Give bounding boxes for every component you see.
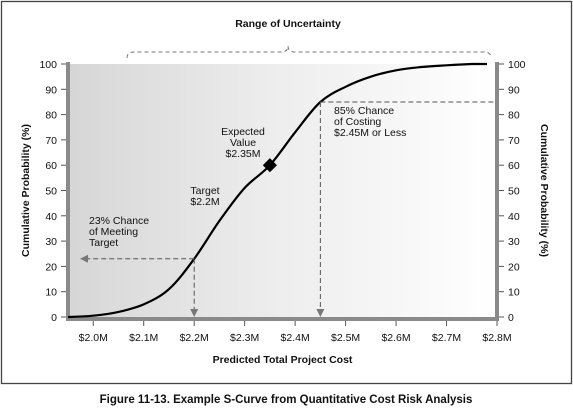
y-tick-label-left: 40 xyxy=(45,211,57,223)
range-brace xyxy=(126,45,492,59)
y-axis-title-right: Cumulative Probability (%) xyxy=(538,124,550,257)
y-tick-label-left: 70 xyxy=(45,135,57,147)
y-tick-label-left: 60 xyxy=(45,160,57,172)
y-tick-label-right: 0 xyxy=(508,312,514,324)
y-tick-label-right: 90 xyxy=(508,84,520,96)
chance-costing-label: 85% Chance xyxy=(334,105,394,117)
y-tick-label-right: 20 xyxy=(508,261,520,273)
y-axis-title-left: Cumulative Probability (%) xyxy=(20,124,32,257)
y-tick-label-left: 10 xyxy=(45,287,57,299)
y-tick-label-right: 40 xyxy=(508,211,520,223)
x-tick-label: $2.0M xyxy=(79,332,108,344)
y-tick-label-right: 60 xyxy=(508,160,520,172)
y-tick-label-left: 80 xyxy=(45,110,57,122)
y-tick-label-left: 30 xyxy=(45,236,57,248)
chance-costing-label: $2.45M or Less xyxy=(334,127,406,139)
x-tick-label: $2.1M xyxy=(129,332,158,344)
chance-meeting-label: 23% Chance xyxy=(89,215,149,227)
expected-value-label: $2.35M xyxy=(225,148,260,160)
expected-value-marker xyxy=(262,158,277,173)
y-tick-label-left: 100 xyxy=(39,59,57,71)
y-tick-label-right: 30 xyxy=(508,236,520,248)
y-tick-label-right: 50 xyxy=(508,186,520,198)
x-tick-label: $2.6M xyxy=(381,332,410,344)
y-tick-label-left: 90 xyxy=(45,84,57,96)
y-tick-label-right: 100 xyxy=(508,59,526,71)
arrow-head-down xyxy=(316,309,325,317)
chance-costing-label: of Costing xyxy=(334,116,381,128)
x-tick-label: $2.8M xyxy=(482,332,511,344)
y-tick-label-right: 80 xyxy=(508,110,520,122)
y-tick-label-right: 70 xyxy=(508,135,520,147)
x-tick-label: $2.2M xyxy=(180,332,209,344)
y-tick-label-left: 20 xyxy=(45,261,57,273)
expected-value-label: Value xyxy=(230,137,256,149)
y-tick-label-right: 10 xyxy=(508,287,520,299)
x-tick-label: $2.7M xyxy=(432,332,461,344)
plot-area xyxy=(68,64,497,317)
expected-value-label: Expected xyxy=(221,126,265,138)
figure-caption: Figure 11-13. Example S-Curve from Quant… xyxy=(100,394,473,406)
chart-title: Range of Uncertainty xyxy=(235,18,341,30)
x-tick-label: $2.5M xyxy=(331,332,360,344)
target-label: Target xyxy=(190,185,219,197)
x-tick-label: $2.4M xyxy=(281,332,310,344)
y-tick-label-left: 50 xyxy=(45,186,57,198)
x-axis-title: Predicted Total Project Cost xyxy=(213,354,353,366)
x-tick-label: $2.3M xyxy=(230,332,259,344)
target-label: $2.2M xyxy=(190,196,219,208)
chance-meeting-label: of Meeting xyxy=(89,226,138,238)
chance-meeting-label: Target xyxy=(89,237,118,249)
y-tick-label-left: 0 xyxy=(51,312,57,324)
arrow-head-down xyxy=(190,309,199,317)
arrow-head-left xyxy=(80,254,88,263)
